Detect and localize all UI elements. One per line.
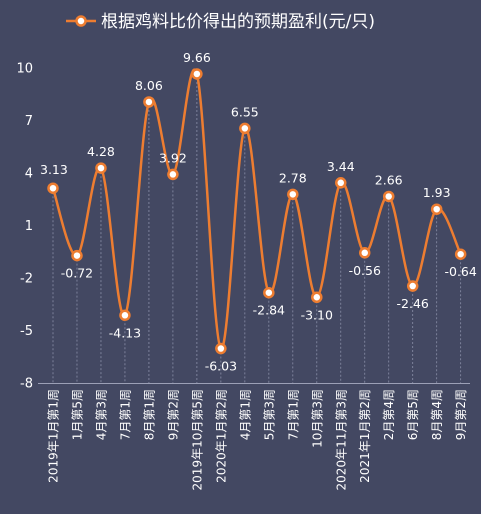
x-tick-label: 4月第3周 — [94, 389, 108, 440]
drop-lines — [52, 73, 462, 383]
data-marker — [167, 168, 179, 181]
data-marker — [406, 280, 419, 292]
x-tick-label: 2021年1月第2周 — [358, 389, 372, 483]
legend-marker-swatch — [75, 15, 87, 27]
x-tick-label: 10月第3周 — [310, 389, 324, 448]
data-marker — [311, 291, 323, 303]
data-label: 2.78 — [279, 170, 307, 185]
y-tick-label: 10 — [16, 62, 33, 77]
data-marker — [287, 188, 299, 201]
data-label: 3.44 — [327, 159, 355, 174]
data-label: -6.03 — [205, 359, 237, 374]
x-tick-label: 2019年1月第1周 — [47, 389, 61, 483]
data-label: -0.72 — [61, 266, 93, 281]
data-marker — [119, 309, 131, 322]
data-marker — [143, 96, 155, 108]
x-tick-label: 8月第4周 — [430, 389, 444, 440]
x-tick-label: 7月第1周 — [118, 389, 132, 440]
data-markers — [47, 68, 467, 355]
data-marker — [358, 247, 371, 259]
x-tick-label: 1月第5周 — [70, 389, 84, 440]
data-label: 1.93 — [423, 185, 451, 200]
data-marker — [191, 68, 203, 80]
data-label: -2.84 — [253, 303, 285, 318]
x-tick-label: 2020年11月第3周 — [334, 389, 348, 490]
data-label: -0.56 — [349, 263, 381, 278]
x-tick-label: 9月第2周 — [166, 389, 180, 440]
data-label: -2.46 — [397, 296, 429, 311]
y-tick-label: 7 — [25, 114, 33, 129]
x-tick-label: 6月第5周 — [406, 389, 420, 440]
x-tick-label: 9月第2周 — [454, 389, 468, 440]
data-marker — [239, 122, 251, 135]
x-tick-label: 2020年1月第2周 — [214, 389, 228, 483]
data-marker — [263, 286, 275, 299]
data-marker — [454, 248, 467, 260]
data-marker — [71, 249, 83, 262]
y-axis-ticks: -8 -5 -2 1 4 7 10 — [16, 62, 33, 392]
x-tick-label: 8月第1周 — [142, 389, 156, 440]
data-label: -3.10 — [301, 307, 333, 322]
y-tick-label: 1 — [25, 219, 33, 234]
x-tick-label: 2月第4周 — [382, 389, 396, 440]
data-label: 3.92 — [159, 150, 187, 165]
data-labels: 3.13 -0.72 4.28 -4.13 8.06 3.92 9.66 -6.03 6.55 -… — [40, 50, 477, 374]
data-label: 2.66 — [375, 172, 403, 187]
data-label: 9.66 — [183, 50, 211, 65]
data-marker — [382, 190, 395, 203]
data-label: 4.28 — [87, 144, 115, 159]
data-marker — [215, 342, 227, 355]
data-label: 6.55 — [231, 104, 259, 119]
y-tick-label: 4 — [25, 167, 33, 182]
data-marker — [47, 182, 59, 194]
x-axis-ticks: 2019年1月第1周 1月第5周 4月第3周 7月第1周 8月第1周 9月第2周 2019年… — [47, 389, 469, 490]
data-label: 3.13 — [40, 162, 68, 177]
x-tick-label: 2019年10月第5周 — [190, 389, 204, 490]
legend: 根据鸡料比价得出的预期盈利(元/只) — [66, 12, 375, 32]
data-marker — [430, 203, 443, 215]
data-label: -0.64 — [444, 264, 476, 279]
legend-label: 根据鸡料比价得出的预期盈利(元/只) — [101, 12, 375, 32]
x-tick-label: 7月第1周 — [286, 389, 300, 440]
data-marker — [95, 162, 107, 174]
y-tick-label: -5 — [20, 324, 33, 339]
data-marker — [335, 177, 347, 189]
y-tick-label: -2 — [20, 272, 33, 287]
data-label: -4.13 — [109, 325, 141, 340]
x-tick-label: 5月第3周 — [262, 389, 276, 440]
x-tick-label: 4月第1周 — [238, 389, 252, 440]
data-label: 8.06 — [135, 78, 163, 93]
y-tick-label: -8 — [20, 377, 33, 392]
